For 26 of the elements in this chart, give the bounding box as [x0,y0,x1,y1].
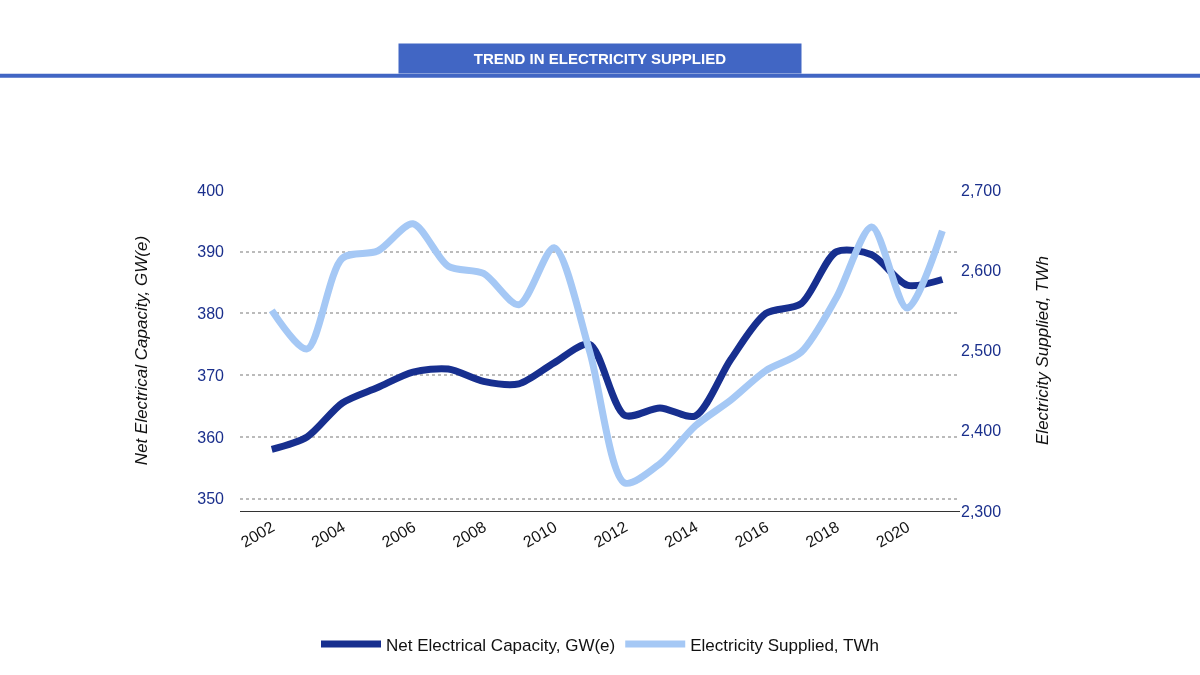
y2-tick-label: 2,400 [961,422,1002,440]
y2-tick-label: 2,300 [961,502,1002,520]
legend-label: Electricity Supplied, TWh [690,635,879,655]
x-tick-label: 2014 [661,517,701,551]
y2-tick-label: 2,600 [961,261,1002,279]
x-tick-label: 2008 [449,517,490,551]
x-tick-label: 2012 [590,517,631,551]
y-tick-label: 350 [197,490,225,508]
y-tick-label: 400 [197,181,225,199]
y-tick-label: 380 [197,305,225,323]
legend-label: Net Electrical Capacity, GW(e) [386,635,616,655]
x-tick-label: 2016 [732,517,772,551]
y-axis-title: Net Electrical Capacity, GW(e) [131,235,151,466]
y-tick-label: 370 [197,366,225,384]
y-tick-label: 390 [197,243,225,261]
y2-axis-title: Electricity Supplied, TWh [1032,256,1052,445]
x-tick-label: 2004 [308,517,348,551]
x-tick-label: 2020 [873,517,913,551]
y-tick-label: 360 [197,428,225,446]
x-tick-label: 2010 [520,517,560,551]
y2-tick-label: 2,500 [961,342,1002,360]
y2-tick-label: 2,700 [961,181,1002,199]
x-tick-label: 2002 [237,517,278,551]
x-tick-label: 2018 [802,517,843,551]
x-tick-label: 2006 [379,517,419,551]
chart-title: TREND IN ELECTRICITY SUPPLIED [473,50,727,67]
